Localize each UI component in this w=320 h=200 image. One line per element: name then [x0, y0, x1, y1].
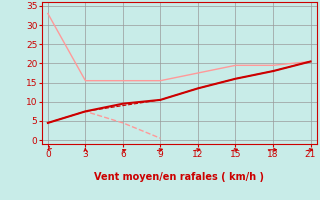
X-axis label: Vent moyen/en rafales ( km/h ): Vent moyen/en rafales ( km/h ) [94, 172, 264, 182]
